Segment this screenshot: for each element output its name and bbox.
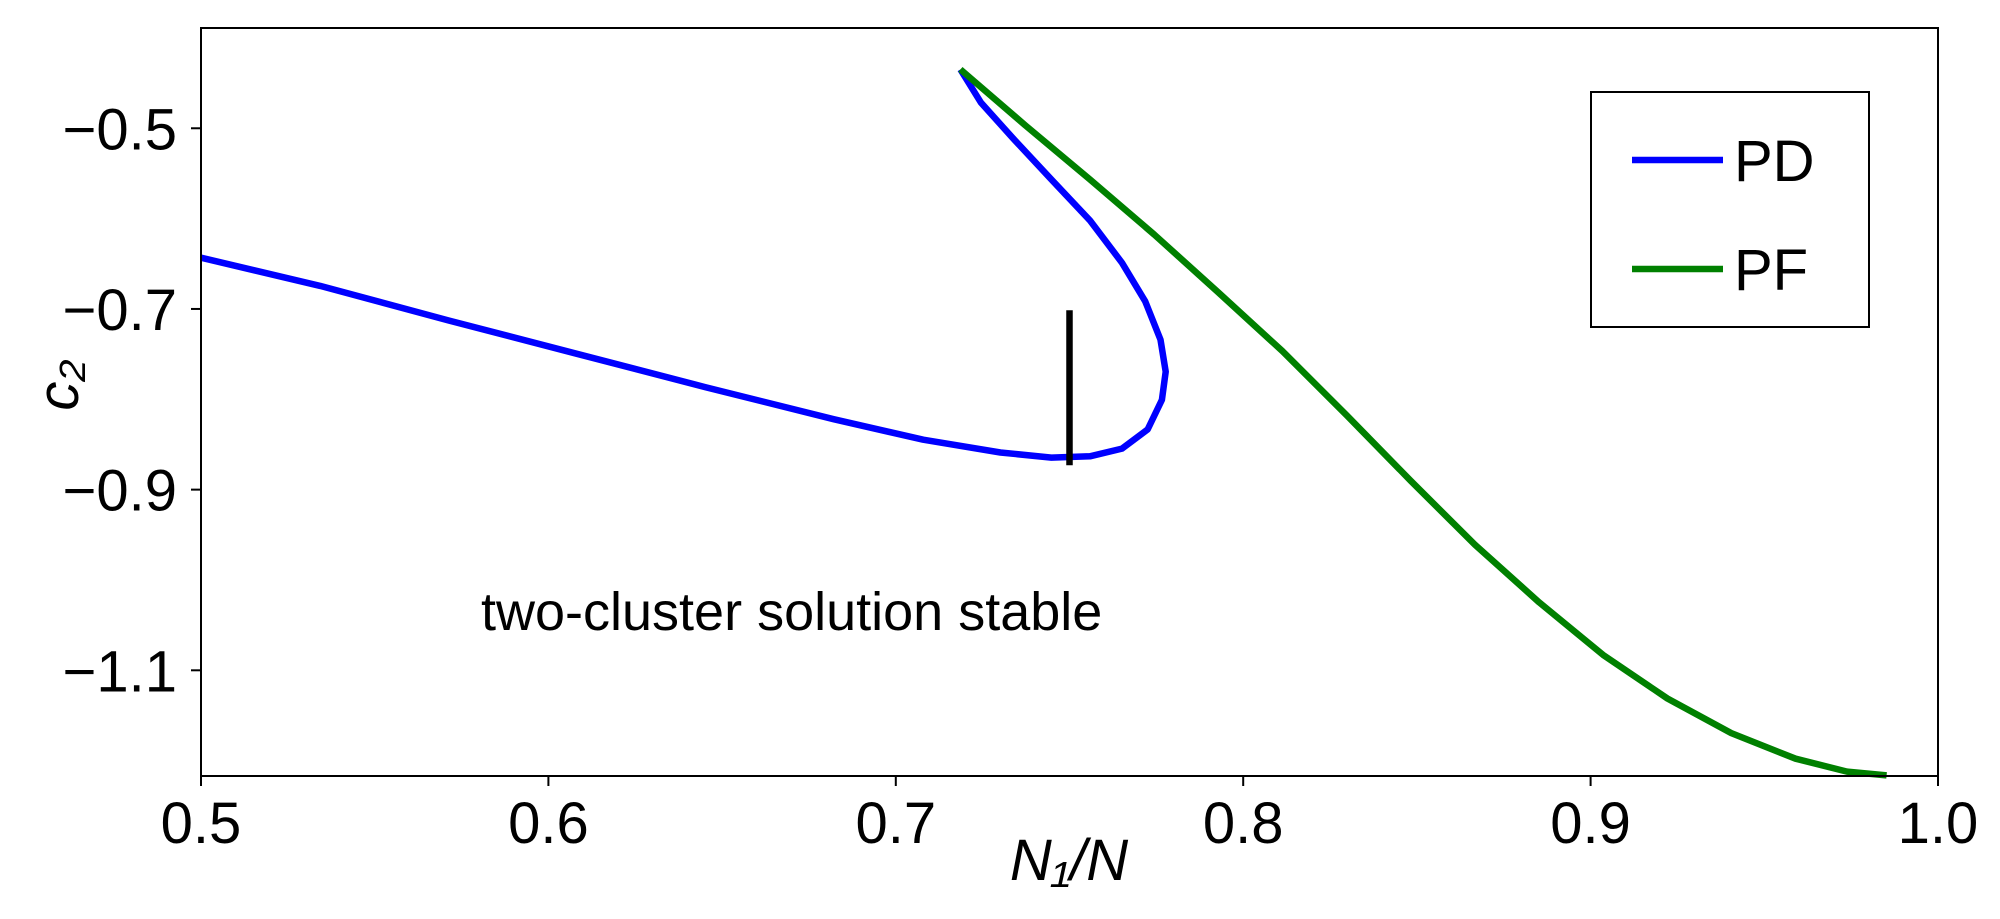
- x-tick-label: 0.7: [855, 791, 936, 856]
- x-axis-label: N₁/N: [1010, 828, 1128, 893]
- y-tick-label: −1.1: [63, 639, 178, 704]
- x-tick-label: 0.8: [1203, 791, 1284, 856]
- legend-label: PF: [1734, 238, 1808, 303]
- y-axis-label: c₂: [26, 359, 91, 410]
- y-tick-label: −0.9: [63, 459, 178, 524]
- plot-frame: [200, 27, 1939, 777]
- x-tick-label: 0.5: [161, 791, 242, 856]
- series-line: [200, 67, 1169, 461]
- y-tick-label: −0.5: [63, 97, 178, 162]
- legend-label: PD: [1734, 129, 1815, 194]
- legend-box: [1590, 91, 1870, 328]
- series-line: [958, 66, 1887, 779]
- x-tick-label: 0.9: [1550, 791, 1631, 856]
- annotation: two-cluster solution stable: [481, 582, 1102, 642]
- x-tick-label: 0.6: [508, 791, 589, 856]
- x-tick-label: 1.0: [1898, 791, 1979, 856]
- y-tick-label: −0.7: [63, 278, 178, 343]
